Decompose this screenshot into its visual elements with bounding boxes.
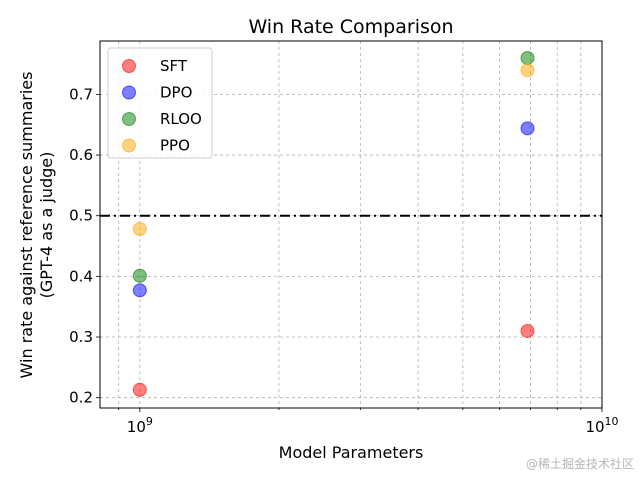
plot-frame: [99, 40, 603, 409]
x-tick-label: 109: [127, 415, 153, 436]
data-point-rloo: [132, 268, 147, 283]
legend-label-dpo: DPO: [160, 84, 192, 102]
x-axis-label: Model Parameters: [279, 443, 424, 462]
chart-title: Win Rate Comparison: [248, 16, 453, 38]
data-points: [132, 50, 535, 397]
legend-marker-sft: [122, 59, 136, 73]
y-axis-label-line-1: Win rate against reference summaries: [17, 72, 36, 379]
data-point-ppo: [132, 222, 147, 237]
legend-label-ppo: PPO: [160, 137, 190, 155]
legend-box: [107, 47, 213, 159]
legend-marker-dpo: [122, 85, 136, 100]
x-tick-label: 1010: [585, 415, 618, 436]
y-axis-label-line-2: (GPT-4 as a judge): [37, 152, 56, 299]
y-tick-label: 0.7: [69, 85, 93, 103]
legend-marker-ppo: [122, 138, 136, 153]
y-tick-label: 0.3: [69, 328, 93, 346]
data-point-rloo: [520, 50, 535, 65]
data-point-dpo: [520, 121, 535, 136]
y-tick-label: 0.5: [69, 207, 93, 225]
legend-label-sft: SFT: [160, 57, 188, 75]
legend: SFT DPO RLOO PPO: [107, 47, 213, 159]
data-point-ppo: [520, 63, 535, 78]
y-tick-label: 0.6: [69, 146, 93, 164]
legend-label-rloo: RLOO: [160, 110, 202, 128]
legend-marker-rloo: [122, 112, 136, 126]
watermark: @稀土掘金技术社区: [525, 457, 634, 471]
axis-ticks: 0.2 0.3 0.4 0.5 0.6 0.7 109 1010: [69, 85, 618, 436]
data-point-sft: [520, 323, 535, 338]
data-point-dpo: [132, 283, 147, 298]
data-point-sft: [132, 382, 147, 397]
y-tick-label: 0.4: [69, 267, 93, 285]
y-tick-label: 0.2: [69, 389, 93, 407]
